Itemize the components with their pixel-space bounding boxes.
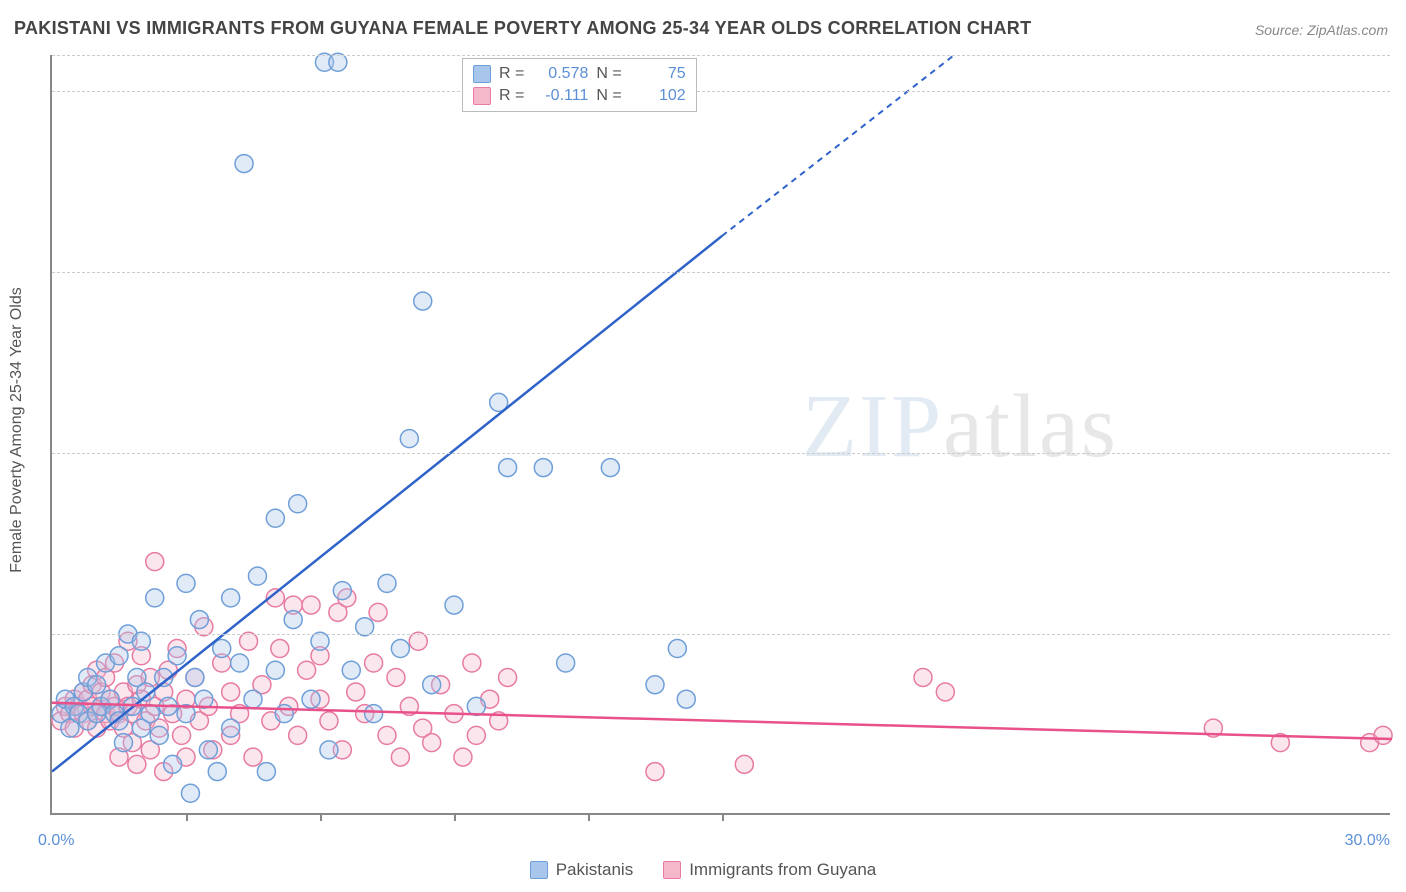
y-tick-label: 50.0%	[1400, 444, 1406, 462]
y-tick-label: 100.0%	[1400, 82, 1406, 100]
x-tick-30: 30.0%	[1345, 832, 1390, 850]
legend-swatch-icon	[530, 861, 548, 879]
legend-row-pakistani: R = 0.578 N = 75	[473, 63, 686, 85]
legend-item-pakistani: Pakistanis	[530, 860, 633, 880]
y-tick-label: 25.0%	[1400, 625, 1406, 643]
x-tick-0: 0.0%	[38, 832, 74, 850]
chart-title: PAKISTANI VS IMMIGRANTS FROM GUYANA FEMA…	[14, 18, 1031, 39]
legend-swatch-pakistani	[473, 65, 491, 83]
legend-label: Immigrants from Guyana	[689, 860, 876, 880]
source-attribution: Source: ZipAtlas.com	[1255, 22, 1388, 38]
series-legend: Pakistanis Immigrants from Guyana	[0, 860, 1406, 880]
y-tick-label: 75.0%	[1400, 263, 1406, 281]
scatter-plot: ZIPatlas 25.0%50.0%75.0%100.0%	[50, 55, 1390, 815]
legend-item-guyana: Immigrants from Guyana	[663, 860, 876, 880]
legend-swatch-guyana	[473, 87, 491, 105]
correlation-legend: R = 0.578 N = 75 R = -0.111 N = 102	[462, 58, 697, 112]
legend-label: Pakistanis	[556, 860, 633, 880]
plot-svg	[52, 55, 1390, 813]
legend-row-guyana: R = -0.111 N = 102	[473, 85, 686, 107]
legend-swatch-icon	[663, 861, 681, 879]
y-axis-title: Female Poverty Among 25-34 Year Olds	[8, 287, 26, 573]
